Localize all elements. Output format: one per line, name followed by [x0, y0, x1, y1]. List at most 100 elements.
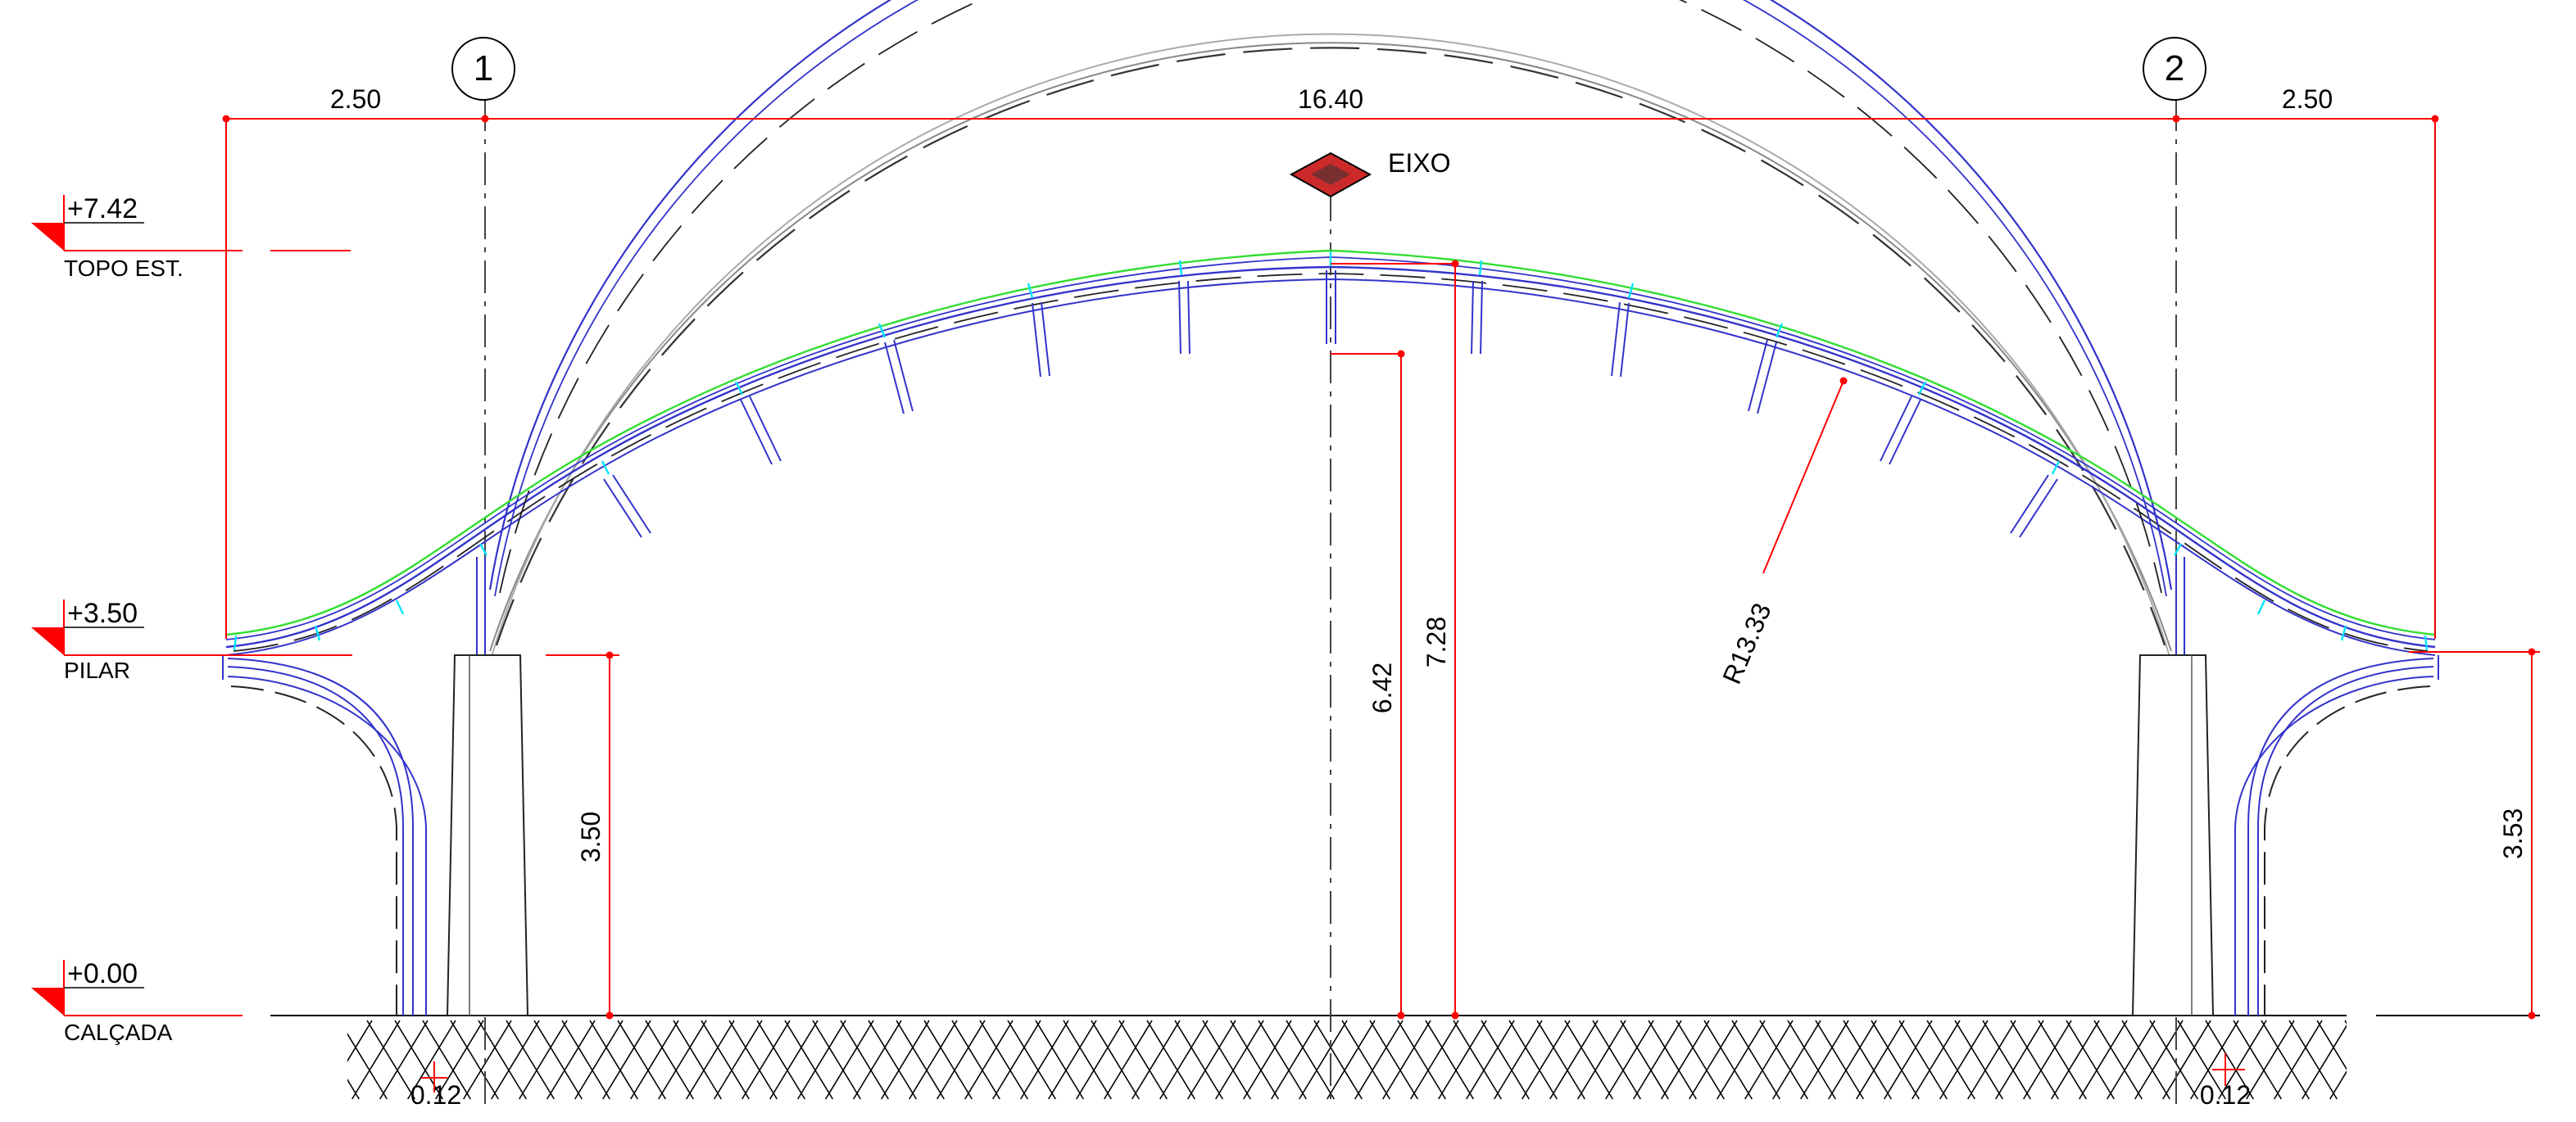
hatch-stroke: [1689, 1020, 1738, 1100]
connector: [601, 460, 610, 475]
connector: [2256, 599, 2266, 615]
ground: [270, 1015, 2540, 1100]
hatch-stroke: [1564, 1020, 1613, 1100]
hatch-stroke: [881, 1020, 930, 1100]
hatch-stroke: [1982, 1020, 2031, 1100]
hatch-stroke: [602, 1020, 651, 1100]
connector: [1478, 260, 1483, 276]
connector: [2340, 625, 2347, 641]
hatch-stroke: [1744, 1020, 1794, 1100]
eixo-marker: EIXO: [1289, 148, 1450, 198]
strut: [2175, 557, 2185, 655]
level-marker-pilar: +3.50 PILAR: [31, 598, 352, 683]
hatch-stroke: [1048, 1020, 1097, 1100]
hatch-stroke: [673, 1020, 722, 1100]
hatch-stroke: [422, 1020, 471, 1100]
hatch-stroke: [1620, 1020, 1669, 1100]
hatch-stroke: [2233, 1020, 2282, 1100]
hatch-stroke: [1174, 1020, 1223, 1100]
hatch-stroke: [1828, 1020, 1877, 1100]
hatch-stroke: [2134, 1020, 2184, 1100]
hatch-stroke: [825, 1020, 874, 1100]
dim-arch-intrados: 6.42: [1367, 663, 1397, 713]
hatch-stroke: [1703, 1020, 1753, 1100]
hatch-stroke: [574, 1020, 624, 1100]
dim-arch-radius: R13.33: [1717, 599, 1776, 688]
hatch-stroke: [1466, 1020, 1515, 1100]
hatch-stroke: [379, 1020, 429, 1100]
hatch-stroke: [1939, 1020, 1989, 1100]
hatch-stroke: [1382, 1020, 1431, 1100]
hatch-stroke: [506, 1020, 555, 1100]
arch-section: [489, 33, 2172, 663]
hatch-stroke: [1397, 1020, 1446, 1100]
connector: [395, 599, 405, 615]
hatch-stroke: [2066, 1020, 2115, 1100]
hatch-stroke: [2038, 1020, 2087, 1100]
hatch-stroke: [1926, 1020, 1975, 1100]
hatch-stroke: [2261, 1020, 2310, 1100]
dimension-lines: [223, 118, 2540, 1093]
dim-dot: [1451, 1011, 1459, 1020]
hatch-stroke: [1759, 1020, 1808, 1100]
dim-dot: [1397, 1011, 1405, 1020]
hatch-stroke: [297, 1020, 344, 1099]
connector: [2051, 460, 2061, 475]
hatch-stroke: [1717, 1020, 1766, 1100]
left-column-centerline: [230, 685, 397, 1016]
dim-dot: [1397, 350, 1405, 358]
strut: [1880, 396, 1921, 465]
hatch-stroke: [896, 1020, 945, 1100]
hatch-stroke: [769, 1020, 819, 1100]
arch-bottom-chord-centerline: [499, 0, 2162, 594]
hatch-stroke: [2177, 1020, 2226, 1100]
level-value: +7.42: [67, 193, 138, 224]
hatch-stroke: [463, 1020, 512, 1100]
hatch-stroke: [2344, 1020, 2347, 1025]
hatch-stroke: [1522, 1020, 1571, 1100]
hatch-stroke: [1410, 1020, 1459, 1100]
hatch-stroke: [1967, 1020, 2016, 1100]
level-marker-topo: +7.42 TOPO EST.: [31, 193, 243, 281]
hatch-stroke: [2373, 1020, 2420, 1099]
arch-top-chord: [225, 265, 2436, 649]
hatch-stroke: [1648, 1020, 1697, 1100]
hatch-stroke: [1884, 1020, 1933, 1100]
hatch-stroke: [756, 1020, 805, 1100]
hatch-stroke: [347, 1032, 388, 1100]
hatch-stroke: [2302, 1025, 2347, 1100]
hatch-stroke: [645, 1020, 694, 1100]
strut: [1178, 280, 1190, 355]
hatch-stroke: [1815, 1020, 1864, 1100]
hatch-stroke: [2010, 1020, 2059, 1100]
connector: [2173, 543, 2183, 556]
hatch-stroke: [589, 1020, 638, 1100]
hatch-stroke: [351, 1020, 401, 1100]
hatch-stroke: [366, 1020, 415, 1100]
hatch-stroke: [964, 1020, 1014, 1100]
hatch-stroke: [701, 1020, 750, 1100]
pillar-right: [2131, 654, 2215, 1016]
pillars: [446, 654, 2215, 1016]
dim-dot: [2172, 115, 2180, 123]
arch-top-chord-inner: [225, 278, 2436, 656]
dim-dot: [2528, 1011, 2536, 1020]
hatch-stroke: [1843, 1020, 1892, 1100]
hatch-stroke: [1341, 1020, 1390, 1100]
hatch-stroke: [1592, 1020, 1641, 1100]
strut: [740, 396, 782, 465]
connector: [1627, 283, 1635, 299]
hatch-stroke: [797, 1020, 846, 1100]
hatch-stroke: [407, 1020, 456, 1100]
strut: [476, 557, 486, 655]
hatch-stroke: [617, 1020, 666, 1100]
hatch-stroke: [1104, 1020, 1153, 1100]
hatch-stroke: [1076, 1020, 1125, 1100]
hatch-stroke: [951, 1020, 1000, 1100]
connector: [1178, 260, 1183, 276]
cyan-connectors: [233, 251, 2429, 651]
hatch-stroke: [2023, 1020, 2072, 1100]
axis-label-1: 1: [474, 48, 493, 88]
corner-columns: [222, 655, 2439, 1016]
hatch-stroke: [2051, 1020, 2100, 1100]
